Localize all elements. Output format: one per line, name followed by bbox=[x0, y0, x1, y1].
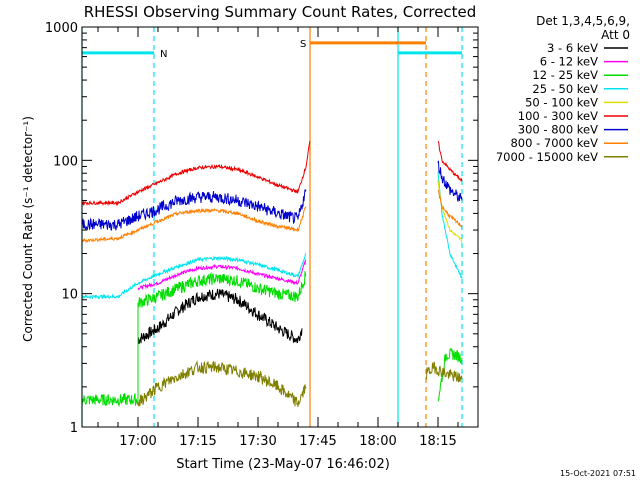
y-axis-label: Corrected Count Rate (s⁻¹ detector⁻¹) bbox=[21, 116, 35, 342]
series-25-50kev bbox=[81, 172, 463, 300]
legend-label: 12 - 25 keV bbox=[532, 68, 598, 82]
x-tick-label: 17:30 bbox=[239, 434, 276, 449]
legend-label: 100 - 300 keV bbox=[518, 109, 598, 123]
legend-title: Det 1,3,4,5,6,9, bbox=[536, 14, 630, 28]
legend-label: 50 - 100 keV bbox=[525, 95, 598, 109]
series-line-7-1 bbox=[437, 189, 463, 229]
y-tick-label: 1 bbox=[70, 421, 78, 436]
series-800-7000kev bbox=[81, 189, 463, 244]
series-3-6kev bbox=[137, 288, 303, 345]
legend-label: 25 - 50 keV bbox=[532, 82, 598, 96]
series-line-5-1 bbox=[437, 140, 463, 182]
x-tick-label: 17:45 bbox=[299, 434, 336, 449]
series-7000-15000kev bbox=[137, 360, 463, 407]
series-line-5-0 bbox=[81, 140, 311, 207]
y-tick-label: 100 bbox=[53, 154, 78, 169]
legend-label: 800 - 7000 keV bbox=[510, 136, 598, 150]
legend-label: 3 - 6 keV bbox=[547, 41, 598, 55]
annotation-label-n: N bbox=[160, 49, 167, 60]
y-tick-label: 1000 bbox=[45, 21, 78, 36]
series-6-12kev bbox=[137, 259, 307, 290]
x-axis-label: Start Time (23-May-07 16:46:02) bbox=[176, 457, 390, 472]
legend-title-attenuator: Att 0 bbox=[601, 28, 630, 42]
legend-label: 6 - 12 keV bbox=[540, 55, 598, 69]
series-line-3-1 bbox=[437, 172, 463, 279]
plot-frame bbox=[81, 26, 479, 428]
series-line-3-0 bbox=[81, 253, 307, 300]
y-tick-label: 10 bbox=[61, 288, 78, 303]
series-line-6-0 bbox=[81, 189, 307, 231]
series-300-800kev bbox=[81, 160, 463, 231]
x-tick-label: 17:15 bbox=[179, 434, 216, 449]
series-line-8-1 bbox=[425, 361, 463, 383]
series-100-300kev bbox=[81, 140, 463, 207]
legend-label: 300 - 800 keV bbox=[518, 123, 598, 137]
series-line-0-0 bbox=[137, 288, 303, 345]
series-12-25kev bbox=[81, 271, 463, 408]
chart-title: RHESSI Observing Summary Count Rates, Co… bbox=[84, 3, 477, 21]
x-tick-label: 18:00 bbox=[359, 434, 396, 449]
series-line-7-0 bbox=[81, 206, 307, 244]
annotation-label-s: S bbox=[300, 39, 306, 50]
legend-label: 7000 - 15000 keV bbox=[496, 150, 598, 164]
series-line-2-0 bbox=[81, 271, 307, 408]
x-tick-label: 17:00 bbox=[119, 434, 156, 449]
series-line-8-0 bbox=[137, 360, 307, 407]
series-line-6-1 bbox=[437, 160, 463, 202]
generated-timestamp: 15-Oct-2021 07:51 bbox=[560, 469, 636, 478]
series-line-1-0 bbox=[137, 259, 307, 290]
x-tick-label: 18:15 bbox=[419, 434, 456, 449]
series-line-2-1 bbox=[437, 347, 463, 402]
